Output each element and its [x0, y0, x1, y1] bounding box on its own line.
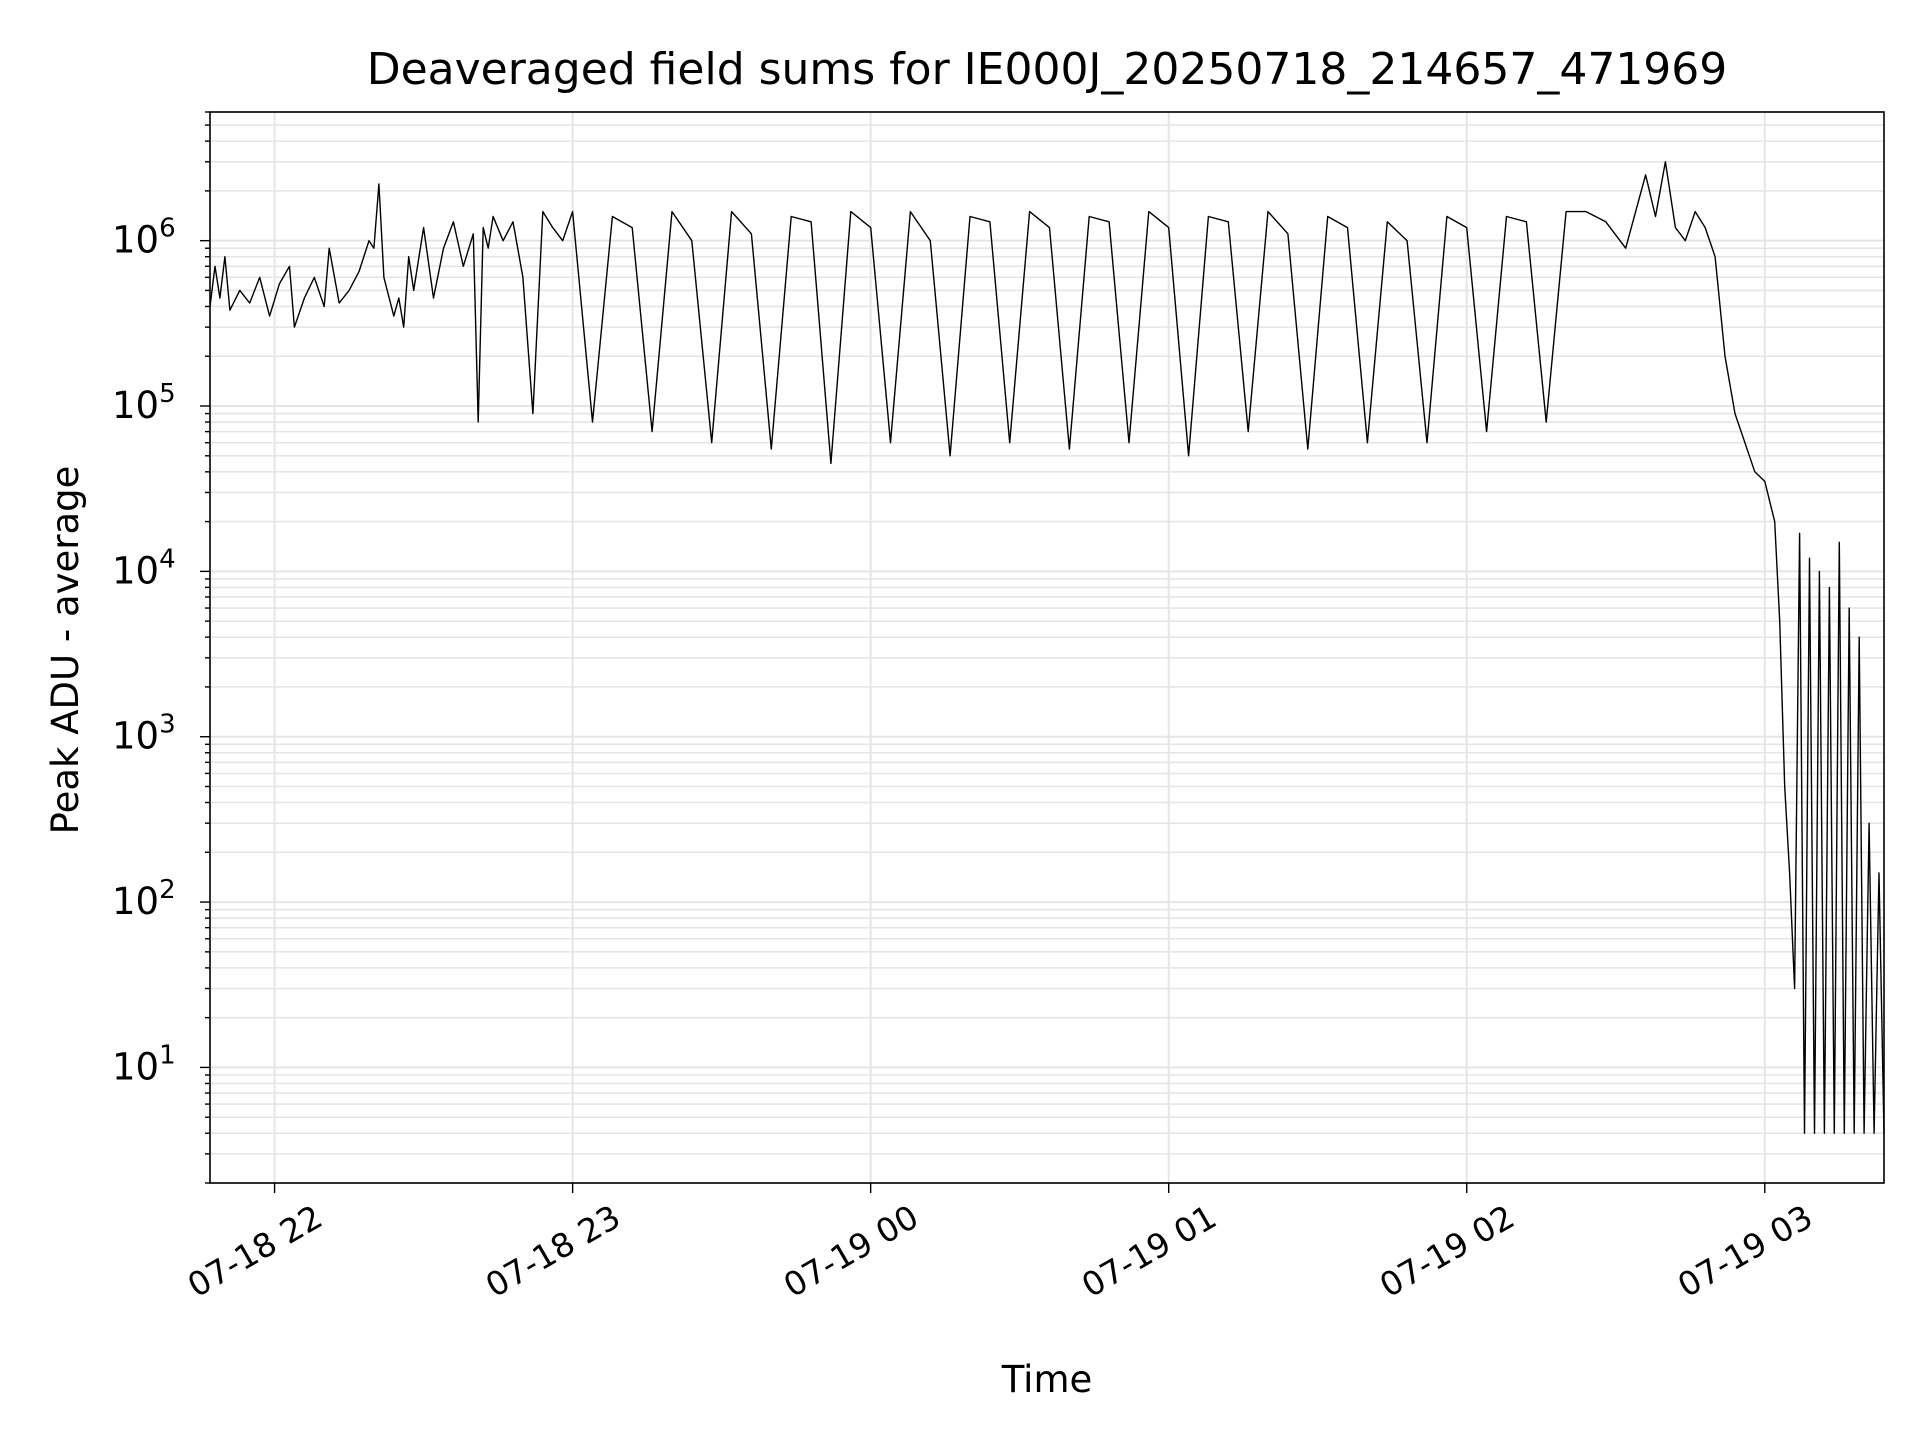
- y-tick-exponent: 6: [159, 214, 176, 244]
- x-axis-label: Time: [1001, 1358, 1093, 1401]
- y-tick-exponent: 2: [159, 875, 176, 905]
- axes-frame: [209, 111, 1885, 1184]
- y-tick-base: 10: [112, 549, 159, 592]
- y-tick-base: 10: [112, 384, 159, 427]
- y-tick-base: 10: [112, 715, 159, 758]
- grid: [210, 111, 1884, 1184]
- series-line: [209, 161, 1885, 1134]
- y-tick-label: 102: [112, 875, 176, 923]
- y-tick-label: 101: [112, 1040, 176, 1088]
- y-tick-label: 106: [112, 214, 176, 262]
- y-tick-label: 105: [112, 379, 176, 427]
- chart-title: Deaveraged field sums for IE000J_2025071…: [367, 44, 1728, 95]
- y-tick-exponent: 1: [159, 1040, 176, 1070]
- y-tick-base: 10: [112, 219, 159, 262]
- y-tick-label: 103: [112, 710, 176, 758]
- series-layer: [209, 161, 1885, 1134]
- y-tick-exponent: 4: [159, 544, 176, 574]
- y-tick-base: 10: [112, 880, 159, 923]
- y-tick-exponent: 5: [159, 379, 176, 409]
- y-tick-exponent: 3: [159, 710, 176, 740]
- y-axis-label: Peak ADU - average: [44, 466, 87, 835]
- y-tick-label: 104: [112, 544, 176, 592]
- y-tick-base: 10: [112, 1045, 159, 1088]
